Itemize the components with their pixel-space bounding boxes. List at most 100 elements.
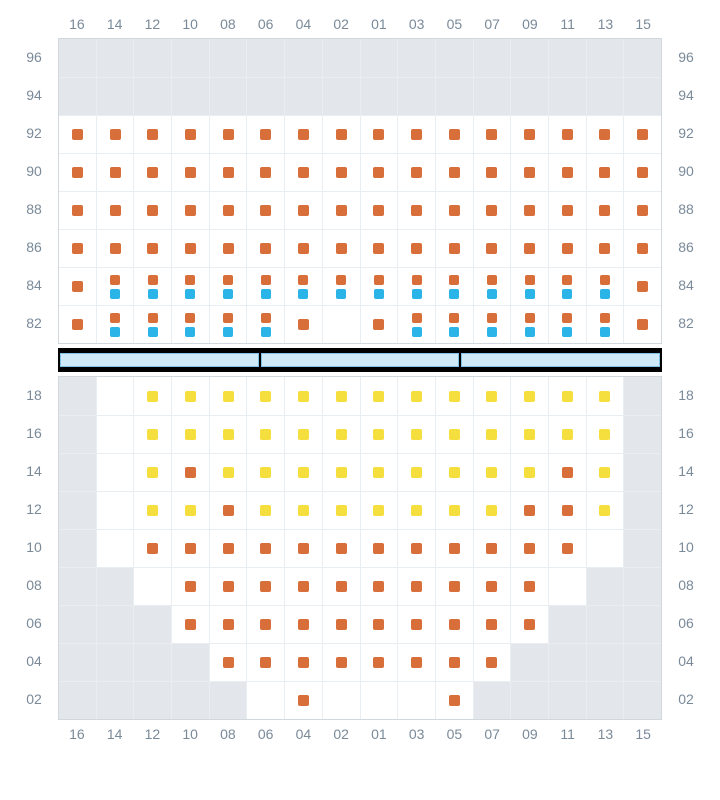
seat-marker[interactable]: [562, 313, 572, 323]
seat-marker[interactable]: [449, 289, 459, 299]
seat-marker[interactable]: [260, 243, 271, 254]
seat-marker[interactable]: [524, 543, 535, 554]
seat-marker[interactable]: [562, 327, 572, 337]
seat-marker[interactable]: [525, 275, 535, 285]
seat-marker[interactable]: [599, 243, 610, 254]
seat-marker[interactable]: [110, 167, 121, 178]
seat-marker[interactable]: [260, 467, 271, 478]
seat-marker[interactable]: [185, 505, 196, 516]
seat-marker[interactable]: [261, 275, 271, 285]
seat-marker[interactable]: [411, 543, 422, 554]
seat-marker[interactable]: [525, 327, 535, 337]
seat-marker[interactable]: [260, 657, 271, 668]
seat-marker[interactable]: [110, 327, 120, 337]
seat-marker[interactable]: [449, 391, 460, 402]
seat-marker[interactable]: [599, 167, 610, 178]
seat-marker[interactable]: [599, 391, 610, 402]
seat-marker[interactable]: [600, 313, 610, 323]
seat-marker[interactable]: [72, 167, 83, 178]
seat-marker[interactable]: [562, 543, 573, 554]
seat-marker[interactable]: [562, 205, 573, 216]
seat-marker[interactable]: [487, 327, 497, 337]
seat-marker[interactable]: [373, 619, 384, 630]
seat-marker[interactable]: [524, 619, 535, 630]
seat-marker[interactable]: [260, 543, 271, 554]
seat-marker[interactable]: [298, 391, 309, 402]
seat-marker[interactable]: [637, 129, 648, 140]
seat-marker[interactable]: [185, 289, 195, 299]
seat-marker[interactable]: [298, 619, 309, 630]
seat-marker[interactable]: [373, 391, 384, 402]
seat-marker[interactable]: [562, 275, 572, 285]
seat-marker[interactable]: [260, 429, 271, 440]
seat-marker[interactable]: [562, 391, 573, 402]
seat-marker[interactable]: [148, 275, 158, 285]
seat-marker[interactable]: [223, 543, 234, 554]
seat-marker[interactable]: [637, 205, 648, 216]
seat-marker[interactable]: [411, 429, 422, 440]
seat-marker[interactable]: [298, 467, 309, 478]
seat-marker[interactable]: [486, 205, 497, 216]
seat-marker[interactable]: [147, 243, 158, 254]
seat-marker[interactable]: [223, 467, 234, 478]
seat-marker[interactable]: [524, 581, 535, 592]
seat-marker[interactable]: [147, 467, 158, 478]
seat-marker[interactable]: [412, 327, 422, 337]
seat-marker[interactable]: [637, 243, 648, 254]
seat-marker[interactable]: [449, 505, 460, 516]
seat-marker[interactable]: [336, 167, 347, 178]
seat-marker[interactable]: [449, 619, 460, 630]
seat-marker[interactable]: [261, 289, 271, 299]
seat-marker[interactable]: [486, 581, 497, 592]
seat-marker[interactable]: [261, 327, 271, 337]
seat-marker[interactable]: [600, 289, 610, 299]
seat-marker[interactable]: [562, 129, 573, 140]
seat-marker[interactable]: [298, 243, 309, 254]
seat-marker[interactable]: [336, 243, 347, 254]
seat-marker[interactable]: [411, 129, 422, 140]
seat-marker[interactable]: [261, 313, 271, 323]
seat-marker[interactable]: [185, 429, 196, 440]
seat-marker[interactable]: [110, 129, 121, 140]
seat-marker[interactable]: [486, 657, 497, 668]
seat-marker[interactable]: [524, 429, 535, 440]
seat-marker[interactable]: [298, 543, 309, 554]
seat-marker[interactable]: [110, 205, 121, 216]
seat-marker[interactable]: [72, 129, 83, 140]
seat-marker[interactable]: [185, 581, 196, 592]
seat-marker[interactable]: [449, 543, 460, 554]
seat-marker[interactable]: [336, 205, 347, 216]
seat-marker[interactable]: [223, 205, 234, 216]
seat-marker[interactable]: [72, 205, 83, 216]
seat-marker[interactable]: [411, 391, 422, 402]
seat-marker[interactable]: [373, 319, 384, 330]
seat-marker[interactable]: [147, 391, 158, 402]
seat-marker[interactable]: [336, 289, 346, 299]
seat-marker[interactable]: [260, 619, 271, 630]
seat-marker[interactable]: [486, 619, 497, 630]
seat-marker[interactable]: [411, 657, 422, 668]
seat-marker[interactable]: [524, 205, 535, 216]
seat-marker[interactable]: [600, 275, 610, 285]
seat-marker[interactable]: [298, 695, 309, 706]
seat-marker[interactable]: [599, 129, 610, 140]
seat-marker[interactable]: [599, 429, 610, 440]
seat-marker[interactable]: [298, 505, 309, 516]
seat-marker[interactable]: [637, 281, 648, 292]
seat-marker[interactable]: [449, 327, 459, 337]
seat-marker[interactable]: [524, 467, 535, 478]
seat-marker[interactable]: [524, 167, 535, 178]
seat-marker[interactable]: [185, 205, 196, 216]
seat-marker[interactable]: [373, 429, 384, 440]
seat-marker[interactable]: [486, 129, 497, 140]
seat-marker[interactable]: [185, 327, 195, 337]
seat-marker[interactable]: [223, 313, 233, 323]
seat-marker[interactable]: [562, 429, 573, 440]
seat-marker[interactable]: [298, 275, 308, 285]
seat-marker[interactable]: [562, 289, 572, 299]
seat-marker[interactable]: [524, 391, 535, 402]
seat-marker[interactable]: [486, 243, 497, 254]
seat-marker[interactable]: [185, 275, 195, 285]
seat-marker[interactable]: [72, 243, 83, 254]
seat-marker[interactable]: [148, 289, 158, 299]
